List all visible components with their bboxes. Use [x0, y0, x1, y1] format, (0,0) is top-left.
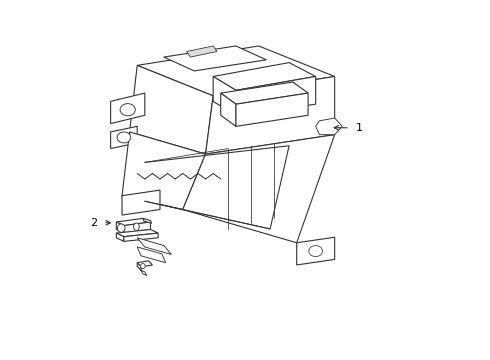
- Polygon shape: [220, 93, 236, 126]
- Polygon shape: [187, 46, 217, 57]
- Ellipse shape: [117, 132, 131, 143]
- Polygon shape: [137, 247, 166, 263]
- Polygon shape: [116, 229, 158, 237]
- Polygon shape: [137, 261, 152, 267]
- Polygon shape: [111, 126, 137, 149]
- Polygon shape: [297, 237, 335, 265]
- Polygon shape: [122, 190, 160, 215]
- Polygon shape: [122, 132, 206, 210]
- Polygon shape: [111, 93, 145, 123]
- Polygon shape: [116, 219, 150, 226]
- Polygon shape: [143, 219, 151, 223]
- Polygon shape: [116, 222, 124, 233]
- Polygon shape: [137, 238, 172, 255]
- Polygon shape: [129, 66, 213, 154]
- Polygon shape: [213, 63, 316, 90]
- Ellipse shape: [118, 224, 125, 232]
- Ellipse shape: [141, 264, 145, 269]
- Polygon shape: [213, 76, 236, 115]
- Polygon shape: [220, 82, 308, 104]
- Polygon shape: [236, 93, 308, 126]
- Ellipse shape: [120, 104, 135, 116]
- Polygon shape: [316, 118, 342, 135]
- Polygon shape: [236, 76, 316, 115]
- Ellipse shape: [134, 223, 139, 230]
- Polygon shape: [137, 46, 335, 96]
- Polygon shape: [124, 222, 150, 233]
- Text: 2: 2: [90, 218, 98, 228]
- Ellipse shape: [309, 246, 322, 257]
- Polygon shape: [116, 233, 124, 242]
- Polygon shape: [124, 233, 158, 242]
- Polygon shape: [137, 263, 141, 270]
- Polygon shape: [164, 46, 267, 71]
- Text: 1: 1: [356, 123, 363, 133]
- Polygon shape: [183, 135, 335, 243]
- Polygon shape: [206, 76, 335, 154]
